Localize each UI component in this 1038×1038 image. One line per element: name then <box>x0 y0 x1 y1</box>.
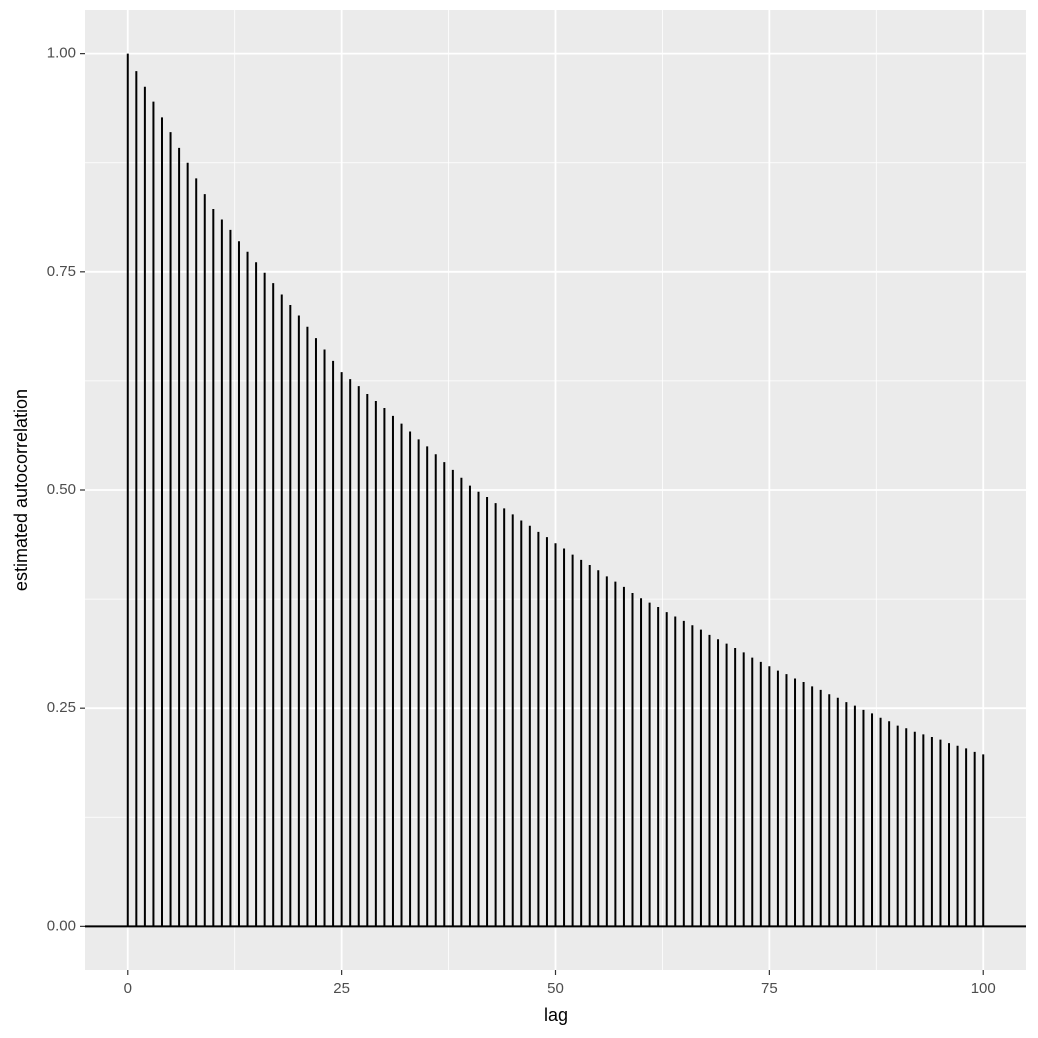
x-tick-label: 0 <box>124 980 132 997</box>
y-tick-label: 0.75 <box>47 263 76 280</box>
y-tick-label: 0.25 <box>47 699 76 716</box>
y-tick-label: 0.00 <box>47 917 76 934</box>
y-axis-title: estimated autocorrelation <box>11 389 31 591</box>
x-tick-label: 100 <box>971 980 996 997</box>
x-tick-label: 75 <box>761 980 778 997</box>
y-tick-label: 0.50 <box>47 481 76 498</box>
x-tick-label: 50 <box>547 980 564 997</box>
x-tick-label: 25 <box>333 980 350 997</box>
x-axis-title: lag <box>544 1005 568 1025</box>
y-tick-label: 1.00 <box>47 45 76 62</box>
